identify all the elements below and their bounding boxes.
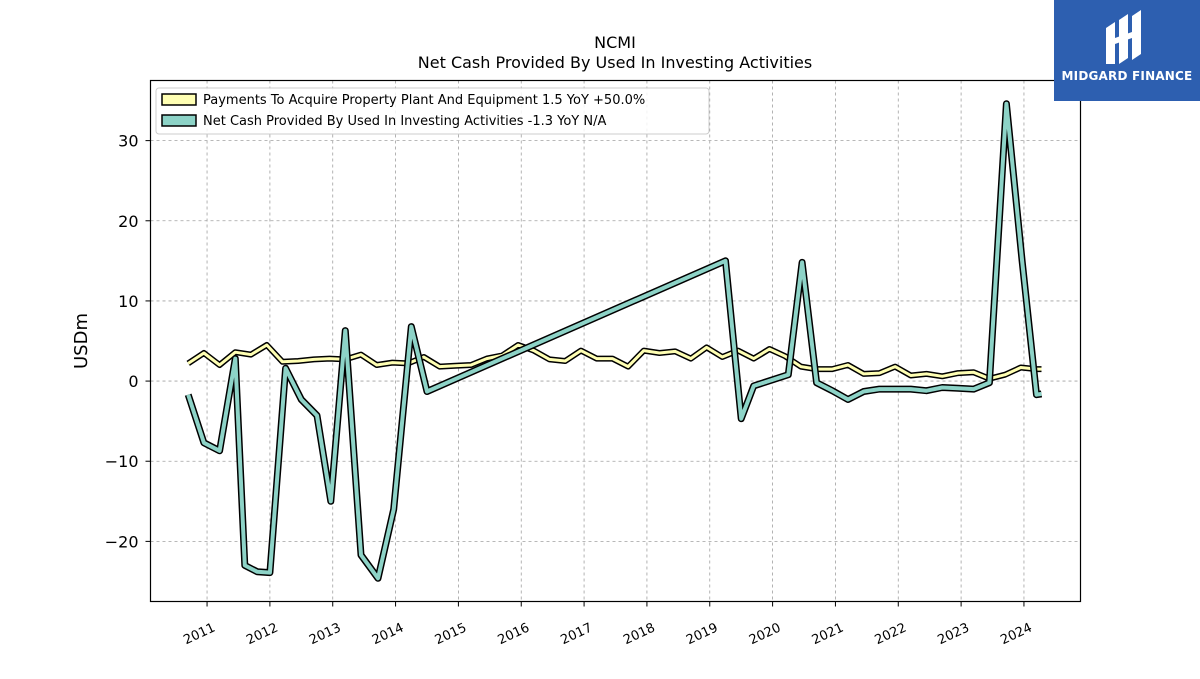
series-layer	[184, 100, 1043, 582]
series-outline-0	[186, 342, 1042, 382]
x-tick-label: 2023	[935, 621, 971, 649]
plot-frame	[149, 79, 1082, 603]
series-line-1	[186, 101, 1042, 581]
chart-title: NCMI	[594, 33, 636, 52]
x-tick-label: 2021	[810, 621, 846, 649]
y-tick-label: 0	[128, 372, 138, 391]
x-tick-label: 2017	[558, 621, 594, 649]
y-tick-label: 10	[118, 292, 138, 311]
x-tick-label: 2018	[621, 621, 657, 649]
y-tick-label: 20	[118, 212, 138, 231]
legend-label-net-cash: Net Cash Provided By Used In Investing A…	[203, 114, 606, 129]
x-tick-label: 2011	[181, 621, 217, 649]
legend-label-capex: Payments To Acquire Property Plant And E…	[203, 93, 645, 108]
x-tick-label: 2014	[370, 621, 406, 649]
x-tick-label: 2020	[747, 621, 783, 649]
logo-text: MIDGARD FINANCE	[1061, 69, 1193, 83]
midgard-logo-icon	[1106, 10, 1141, 64]
x-tick-label: 2015	[433, 621, 469, 649]
x-tick-label: 2022	[873, 621, 909, 649]
x-tick-label: 2019	[684, 621, 720, 649]
x-tick-label: 2024	[998, 621, 1034, 649]
x-tick-label: 2012	[244, 621, 280, 649]
legend-box	[155, 87, 710, 135]
series-line-0	[187, 343, 1042, 381]
midgard-finance-logo: MIDGARD FINANCE	[1054, 0, 1200, 101]
series-outline-1	[184, 100, 1043, 582]
x-tick-label: 2013	[307, 621, 343, 649]
x-tick-label: 2016	[496, 621, 532, 649]
y-tick-label: 30	[118, 132, 138, 151]
chart-subtitle: Net Cash Provided By Used In Investing A…	[418, 53, 812, 72]
legend: Payments To Acquire Property Plant And E…	[155, 87, 710, 135]
y-tick-label: −10	[105, 452, 139, 471]
y-tick-label: −20	[105, 532, 139, 551]
grid-layer	[150, 80, 1081, 602]
y-axis-label: USDm	[71, 313, 92, 369]
legend-swatch-capex	[161, 93, 197, 106]
legend-swatch-net-cash	[161, 114, 197, 127]
